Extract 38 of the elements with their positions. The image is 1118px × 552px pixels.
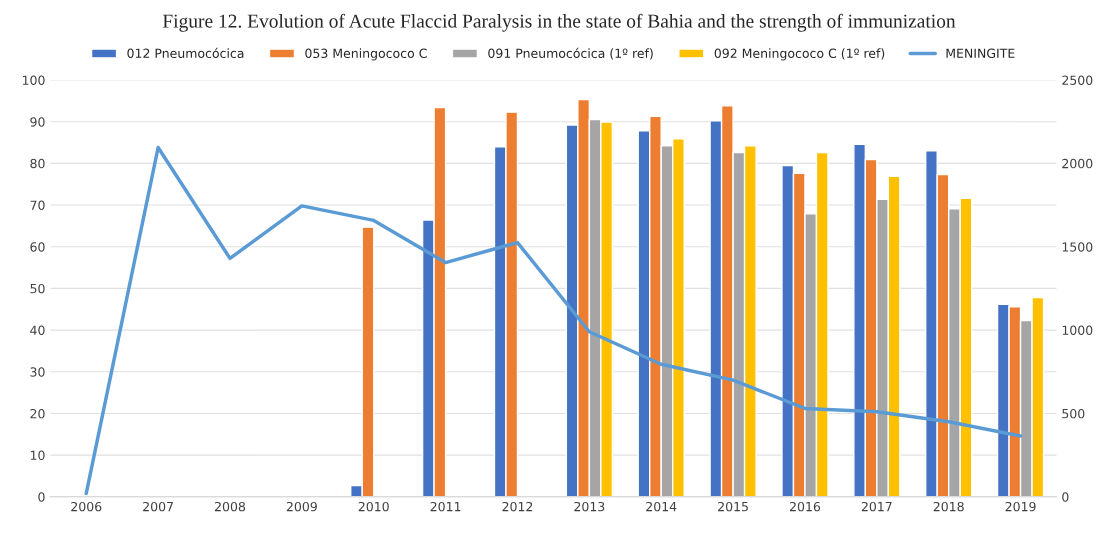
legend-label: MENINGITE <box>946 48 1015 59</box>
legend-label: 091 Pneumocócica (1º ref) <box>488 47 653 60</box>
x-tick-label: 2015 <box>718 501 748 512</box>
x-tick-label: 2010 <box>358 501 389 512</box>
x-tick-label: 2017 <box>861 501 892 512</box>
chart-title: Figure 12. Evolution of Acute Flaccid Paralysis in the state of Bahia and the strength of immunization <box>162 13 956 32</box>
y2-tick-label: 0 <box>1062 492 1069 502</box>
x-tick-label: 2007 <box>143 501 173 512</box>
line-series <box>84 145 1023 496</box>
y2-tick-label: 1500 <box>1062 242 1093 252</box>
legend-label: 053 Meningococo C <box>305 48 427 61</box>
legend-label: 092 Meningococo C (1º ref) <box>714 48 885 61</box>
x-tick-label: 2014 <box>646 501 677 512</box>
legend-label: 012 Pneumocócica <box>127 47 244 59</box>
y2-tick-label: 1000 <box>1062 325 1093 336</box>
y-tick-label: 50 <box>30 283 45 294</box>
x-tick-label: 2009 <box>286 501 317 512</box>
y-tick-label: 80 <box>30 158 45 169</box>
y-tick-label: 100 <box>22 75 45 85</box>
x-tick-label: 2012 <box>502 501 533 512</box>
x-tick-label: 2011 <box>430 501 461 512</box>
y-tick-label: 40 <box>30 325 45 336</box>
x-tick-label: 2016 <box>789 501 821 512</box>
x-tick-label: 2019 <box>1005 501 1036 512</box>
x-tick-label: 2006 <box>71 501 102 512</box>
y-tick-label: 0 <box>38 492 45 502</box>
y-tick-label: 20 <box>30 408 45 419</box>
y-tick-label: 60 <box>30 242 45 252</box>
x-tick-label: 2013 <box>574 501 605 512</box>
y-tick-label: 70 <box>30 200 45 210</box>
x-tick-label: 2018 <box>933 501 964 512</box>
x-tick-label: 2008 <box>215 501 246 512</box>
y-tick-label: 30 <box>30 367 45 377</box>
y-tick-label: 90 <box>30 117 45 127</box>
y-tick-label: 10 <box>30 450 45 461</box>
y2-tick-label: 500 <box>1062 408 1085 419</box>
y2-tick-label: 2500 <box>1062 75 1093 85</box>
y2-tick-label: 2000 <box>1062 158 1093 169</box>
